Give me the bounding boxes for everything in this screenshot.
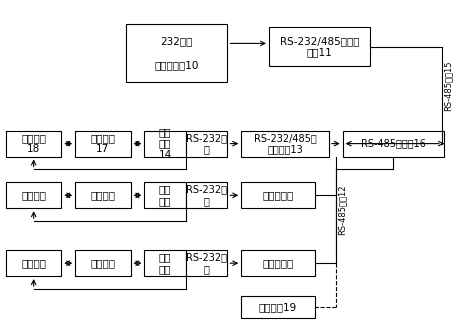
FancyBboxPatch shape [6,182,61,208]
FancyBboxPatch shape [6,131,61,156]
FancyBboxPatch shape [144,250,186,276]
Text: RS-232/485串口转
换器11: RS-232/485串口转 换器11 [279,36,359,57]
Text: RS-232串
口: RS-232串 口 [186,133,227,155]
FancyBboxPatch shape [125,24,227,82]
FancyBboxPatch shape [342,131,443,156]
Text: 分站
网关: 分站 网关 [158,252,171,274]
FancyBboxPatch shape [269,27,369,66]
FancyBboxPatch shape [6,250,61,276]
FancyBboxPatch shape [241,131,328,156]
Text: 串口转换器: 串口转换器 [262,258,293,268]
FancyBboxPatch shape [144,182,186,208]
Text: 分站
网关
14: 分站 网关 14 [158,127,171,160]
Text: 参考节点: 参考节点 [90,258,115,268]
Text: 参考节点
17: 参考节点 17 [90,133,115,155]
Text: 移动节点
18: 移动节点 18 [21,133,46,155]
FancyBboxPatch shape [75,250,130,276]
FancyBboxPatch shape [75,131,130,156]
Text: RS-485总线15: RS-485总线15 [442,60,451,111]
Text: 232串口

监控计算机10: 232串口 监控计算机10 [154,37,199,70]
FancyBboxPatch shape [241,250,314,276]
Text: RS-485集线器16: RS-485集线器16 [360,139,425,149]
Text: RS-232串
口: RS-232串 口 [186,252,227,274]
Text: 移动节点: 移动节点 [21,258,46,268]
Text: 参考节点: 参考节点 [90,190,115,200]
FancyBboxPatch shape [241,182,314,208]
FancyBboxPatch shape [186,182,227,208]
Text: 移动节点: 移动节点 [21,190,46,200]
Text: RS-232串
口: RS-232串 口 [186,185,227,206]
FancyBboxPatch shape [144,131,186,156]
FancyBboxPatch shape [241,296,314,318]
Text: 分站
网关: 分站 网关 [158,185,171,206]
FancyBboxPatch shape [186,250,227,276]
Text: RS-232/485串
口转换器13: RS-232/485串 口转换器13 [253,133,316,155]
FancyBboxPatch shape [75,182,130,208]
FancyBboxPatch shape [186,131,227,156]
Text: 串口转换器: 串口转换器 [262,190,293,200]
Text: 平衡电阻19: 平衡电阻19 [258,302,297,312]
Text: RS-485总线12: RS-485总线12 [337,185,345,235]
